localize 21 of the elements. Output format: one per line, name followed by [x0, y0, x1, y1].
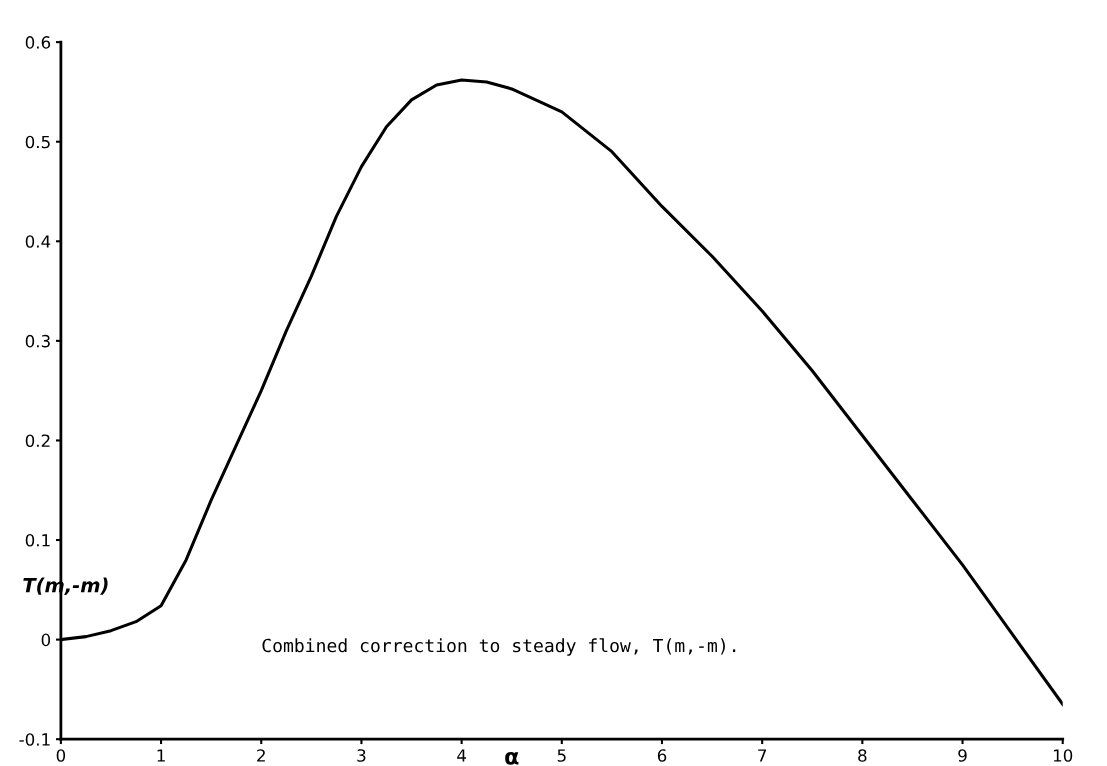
y-tick-label: 0.2: [25, 434, 50, 448]
y-tick-label: 0.1: [25, 533, 50, 547]
x-tick-label: 1: [157, 749, 165, 762]
y-tick-label: -0.1: [19, 733, 50, 746]
x-tick-label: 3: [357, 749, 366, 762]
y-tick-label: 0.4: [25, 235, 51, 248]
x-tick-label: 8: [858, 749, 867, 762]
x-tick-label: 9: [958, 749, 967, 762]
y-tick-label: 0: [41, 633, 51, 647]
x-tick-label: 5: [557, 749, 566, 762]
x-tick-label: 6: [657, 749, 667, 762]
x-tick-label: 0: [56, 749, 66, 762]
x-axis-title: α: [505, 752, 519, 765]
y-tick-label: 0.6: [25, 36, 51, 49]
x-tick-label: 4: [457, 749, 466, 762]
x-tick-label: 2: [257, 749, 265, 762]
annotation: Combined correction to steady flow, T(m,-m).: [262, 638, 736, 656]
x-tick-label: 10: [1053, 749, 1073, 762]
y-tick-label: 0.5: [25, 135, 50, 149]
y-tick-label: 0.3: [25, 334, 50, 348]
x-tick-label: 7: [758, 749, 767, 762]
